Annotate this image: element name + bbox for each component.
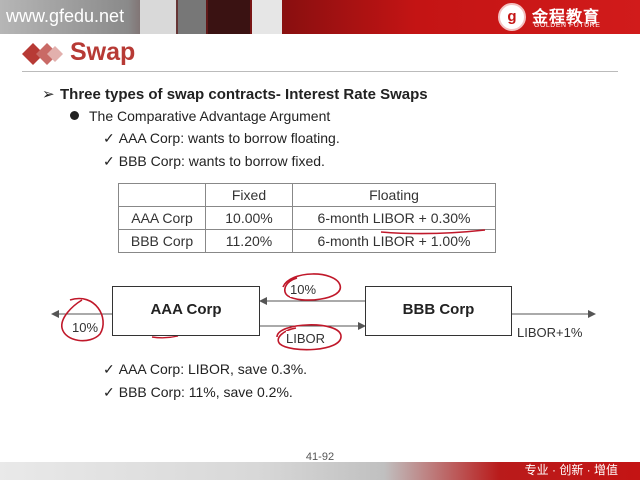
annotation-circle-left bbox=[61, 297, 104, 342]
table-header-cell: Fixed bbox=[205, 183, 293, 207]
annotation-circle-top bbox=[282, 273, 341, 301]
logo-name-en: GOLDEN FUTURE bbox=[534, 22, 601, 29]
rates-table: Fixed Floating AAA Corp 10.00% 6-month L… bbox=[118, 183, 496, 253]
arrow-bullet-icon: ➢ bbox=[42, 86, 55, 103]
checkmark-icon: ✓ bbox=[103, 361, 115, 377]
logo-seal-icon: g bbox=[498, 3, 526, 31]
check-item-bbb: ✓ BBB Corp: wants to borrow fixed. bbox=[103, 153, 325, 170]
bullet-level1: ➢ Three types of swap contracts- Interest… bbox=[42, 85, 428, 103]
checkmark-icon: ✓ bbox=[103, 130, 115, 146]
bullet-level2: The Comparative Advantage Argument bbox=[70, 108, 330, 124]
dot-bullet-icon bbox=[70, 111, 79, 120]
result-item-bbb: ✓ BBB Corp: 11%, save 0.2%. bbox=[103, 384, 293, 401]
header-decoration bbox=[140, 0, 300, 34]
flow-label-right: LIBOR+1% bbox=[517, 325, 583, 340]
slide-title: Swap bbox=[70, 38, 136, 66]
aaa-corp-box: AAA Corp bbox=[112, 286, 260, 336]
site-url: www.gfedu.net bbox=[6, 6, 125, 26]
annotation-underline-aaa-2 bbox=[151, 335, 179, 339]
bullet-level2-text: The Comparative Advantage Argument bbox=[89, 108, 331, 124]
bullet-level1-text: Three types of swap contracts- Interest … bbox=[60, 86, 428, 103]
check-item-text: AAA Corp: wants to borrow floating. bbox=[118, 130, 340, 146]
page-number: 41-92 bbox=[305, 451, 335, 463]
footer-bar bbox=[0, 462, 640, 480]
checkmark-icon: ✓ bbox=[103, 153, 115, 169]
annotation-circle-bottom bbox=[276, 324, 342, 351]
flow-label-bottom: LIBOR bbox=[286, 331, 326, 346]
header-bar: www.gfedu.net g 金程教育 GOLDEN FUTURE bbox=[0, 0, 640, 34]
footer-slogan: 专业 · 创新 · 增值 bbox=[524, 463, 618, 477]
checkmark-icon: ✓ bbox=[103, 384, 115, 400]
title-divider bbox=[22, 71, 618, 72]
result-text: BBB Corp: 11%, save 0.2%. bbox=[118, 384, 293, 400]
result-text: AAA Corp: LIBOR, save 0.3%. bbox=[118, 361, 308, 377]
table-header-cell bbox=[118, 183, 206, 207]
result-item-aaa: ✓ AAA Corp: LIBOR, save 0.3%. bbox=[103, 361, 307, 378]
table-cell: AAA Corp bbox=[118, 206, 206, 230]
table-header-row: Fixed Floating bbox=[118, 183, 496, 207]
diamond-bullet-icon bbox=[22, 43, 63, 65]
flow-label-left: 10% bbox=[72, 320, 99, 335]
brand-logo: g 金程教育 GOLDEN FUTURE bbox=[498, 3, 636, 31]
flow-label-top: 10% bbox=[290, 282, 317, 297]
check-item-aaa: ✓ AAA Corp: wants to borrow floating. bbox=[103, 130, 340, 147]
bbb-corp-box: BBB Corp bbox=[365, 286, 512, 336]
annotation-underline-libor bbox=[380, 229, 486, 235]
logo-name-cn: 金程教育 bbox=[532, 9, 601, 26]
table-cell: BBB Corp bbox=[118, 229, 206, 253]
table-cell: 11.20% bbox=[205, 229, 293, 253]
check-item-text: BBB Corp: wants to borrow fixed. bbox=[118, 153, 325, 169]
